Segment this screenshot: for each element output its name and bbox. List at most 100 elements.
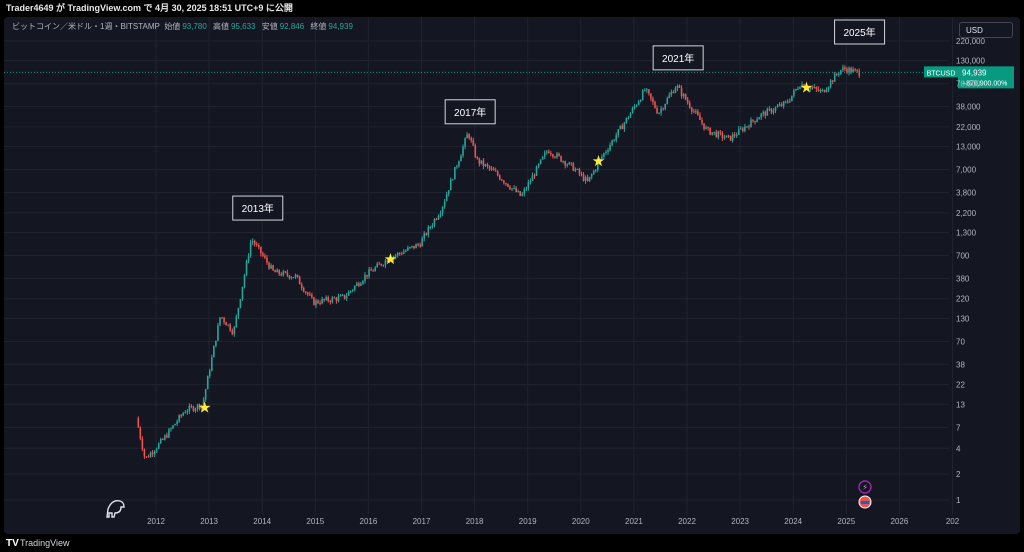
y-tick-label: 3,800 [956, 188, 977, 197]
candle-body [221, 317, 223, 319]
candle-body [752, 119, 754, 121]
candle-body [452, 179, 454, 181]
candle-body [464, 138, 466, 147]
candle-body [192, 406, 195, 411]
candle-body [615, 135, 617, 141]
candle-body [780, 104, 783, 106]
candle-body [145, 456, 148, 458]
candle-body [592, 170, 595, 175]
candle-body [590, 174, 593, 177]
candle-body [353, 285, 356, 290]
candle-body [329, 300, 332, 303]
candle-body [331, 297, 334, 303]
candle-body [548, 151, 550, 154]
candle-body [603, 153, 605, 157]
candle-body [784, 101, 787, 103]
candle-body [733, 134, 736, 136]
candle-body [766, 108, 769, 116]
candle-body [621, 125, 624, 130]
candle-body [580, 173, 583, 175]
candle-body [341, 294, 344, 296]
candle-body [582, 174, 585, 181]
candle-body [795, 89, 797, 91]
candle-body [715, 131, 718, 138]
candle-body [633, 106, 636, 108]
candle-body [484, 164, 487, 166]
y-tick-label: 700 [956, 252, 970, 261]
chart-pane[interactable]: ★ ★ ★ ★ 2013年 2017年 2021年 2025年 BTCUSD 94,939 +870… [4, 17, 1020, 534]
candle-body [762, 111, 765, 114]
candle-body [498, 175, 501, 180]
candle-body [525, 188, 528, 190]
candle-body [313, 297, 315, 306]
star-marker: ★ [592, 152, 605, 170]
candle-body [343, 294, 346, 299]
grid-lines [4, 17, 953, 514]
y-tick-label: 7 [956, 423, 961, 432]
candle-body [731, 134, 734, 141]
x-tick-label: 2024 [784, 517, 802, 526]
candle-body [243, 275, 246, 287]
star-marker: ★ [198, 398, 211, 416]
candle-body [511, 188, 513, 190]
candle-body [366, 274, 368, 277]
candle-body [735, 134, 738, 136]
candle-body [217, 325, 219, 341]
candle-body [521, 193, 524, 196]
candle-body [292, 277, 295, 279]
candle-body [388, 260, 391, 262]
candle-body [811, 87, 814, 89]
price-chart[interactable]: ★ ★ ★ ★ 2013年 2017年 2021年 2025年 BTCUSD 94,939 +870… [4, 17, 1020, 534]
symbol-legend: ビットコイン／米ドル・1週・BITSTAMP 始値 93,780 高値 95,633… [12, 21, 357, 32]
candle-body [178, 415, 180, 422]
candle-body [619, 125, 622, 130]
lightning-glyph-icon: ⚡ [862, 483, 868, 492]
candle-body [327, 297, 330, 301]
candle-body [690, 107, 693, 112]
open-value: 93,780 [182, 22, 207, 31]
price-tag-change: +870,900.00% [962, 80, 1007, 87]
candle-body [756, 119, 758, 122]
annotation-label: 2021年 [662, 52, 694, 65]
brand-name: TradingView [20, 538, 70, 548]
candle-body [666, 98, 669, 105]
candle-body [370, 269, 372, 271]
star-marker: ★ [384, 250, 397, 268]
candle-body [480, 160, 483, 164]
high-value: 95,633 [231, 22, 256, 31]
candle-body [829, 80, 832, 87]
candle-body [392, 256, 395, 260]
x-tick-label: 2018 [466, 517, 484, 526]
x-tick-label: 2017 [413, 517, 431, 526]
candle-body [748, 126, 750, 128]
candle-body [737, 128, 740, 135]
candle-body [476, 157, 479, 159]
candle-body [456, 166, 458, 168]
candle-body [294, 274, 297, 278]
candle-body [739, 128, 742, 130]
candle-body [768, 108, 771, 110]
currency-button[interactable]: USD [959, 22, 1013, 38]
candle-body [799, 87, 801, 89]
close-label: 終値 [310, 22, 327, 31]
candle-body [470, 138, 472, 141]
candle-body [643, 90, 646, 92]
candle-body [674, 88, 677, 93]
y-tick-label: 1 [956, 496, 961, 505]
candle-body [819, 90, 822, 92]
candle-body [407, 247, 409, 251]
candle-body [725, 135, 728, 138]
candle-body [421, 238, 423, 247]
candle-body [153, 451, 156, 455]
candle-body [686, 99, 689, 103]
close-value: 94,939 [328, 22, 353, 31]
candle-body [356, 283, 358, 286]
publish-info: Trader4649 が TradingView.com で 4月 30, 20… [6, 3, 293, 13]
candle-body [253, 241, 256, 245]
open-label: 始値 [164, 22, 181, 31]
candle-body [574, 169, 577, 171]
candle-body [503, 180, 505, 184]
candle-body [182, 413, 185, 416]
candle-body [529, 181, 532, 183]
